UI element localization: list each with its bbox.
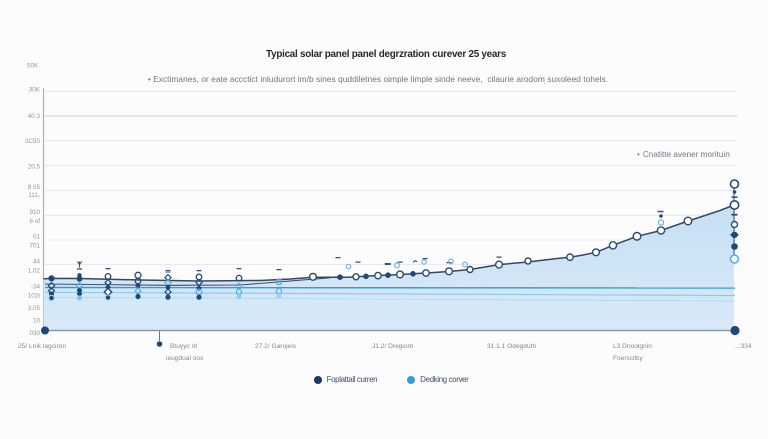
svg-text:8 05: 8 05 [28,184,41,191]
svg-text:910: 910 [29,209,40,216]
svg-text:30K: 30K [29,87,41,94]
svg-text:3C50: 3C50 [25,138,41,145]
svg-text:6 of: 6 of [29,218,40,225]
svg-text:111₁: 111₁ [28,192,40,199]
svg-text:Btuγyc rit: Btuγyc rit [170,343,197,350]
svg-text:01: 01 [33,234,41,241]
svg-text:ieugdual oos: ieugdual oos [166,355,204,362]
svg-text:31.1.1 Odegduth: 31.1.1 Odegduth [487,343,536,350]
svg-text:J1.2/ Dregiont: J1.2/ Dregiont [372,343,413,350]
svg-text:L3 Dnoolgnin: L3 Dnoolgnin [613,343,652,350]
svg-text:701: 701 [29,243,40,250]
svg-text:Foersciʦy: Foersciʦy [613,355,643,362]
svg-text:102t: 102t [28,293,41,300]
svg-text:10: 10 [33,318,41,325]
svg-text:44: 44 [33,259,41,266]
svg-text:25/ Lnik lagciron: 25/ Lnik lagciron [18,343,66,350]
svg-text:-34: -34 [31,284,41,291]
svg-text:50K.: 50K. [27,63,40,70]
svg-text:20.5: 20.5 [28,164,41,171]
svg-text:27.2/ Garʋjeis: 27.2/ Garʋjeis [255,343,297,350]
svg-text:40.3: 40.3 [28,113,41,120]
svg-text:...334: ...334 [735,343,752,350]
svg-text:030: 030 [29,330,40,337]
svg-text:3.05: 3.05 [28,305,41,312]
svg-text:1.02: 1.02 [28,268,41,275]
